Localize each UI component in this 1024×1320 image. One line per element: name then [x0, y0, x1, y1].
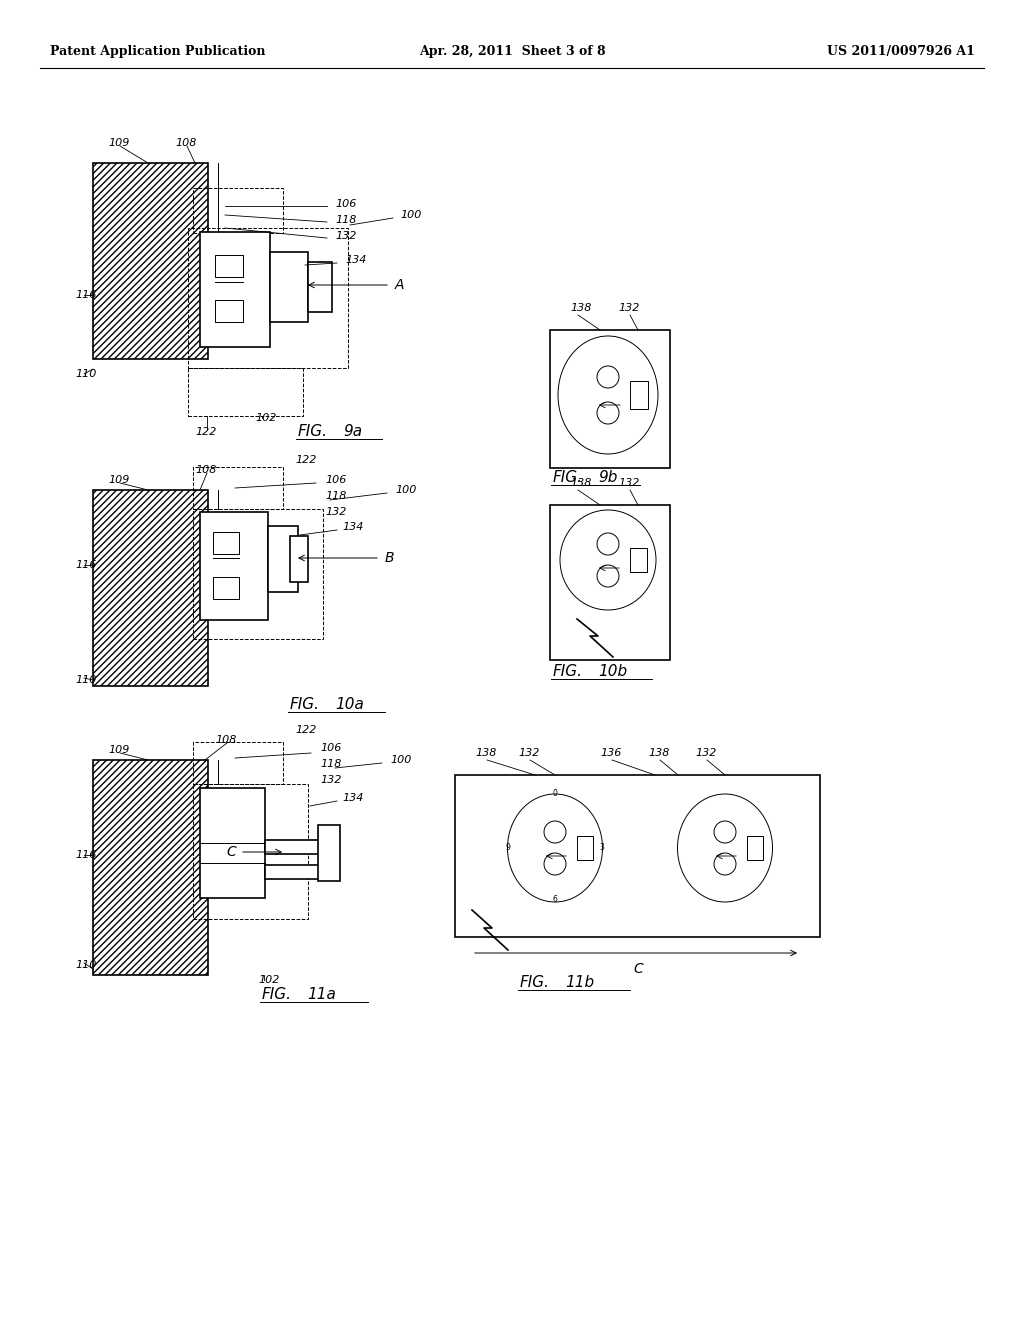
Text: 116: 116 — [75, 290, 96, 300]
Text: C: C — [226, 845, 236, 859]
Text: 9: 9 — [506, 843, 510, 853]
Bar — [193, 510, 323, 639]
Text: 108: 108 — [175, 139, 197, 148]
Bar — [193, 187, 283, 234]
Bar — [193, 467, 283, 510]
Bar — [188, 228, 348, 368]
Text: B: B — [385, 550, 394, 565]
Text: Patent Application Publication: Patent Application Publication — [50, 45, 265, 58]
Text: 0: 0 — [553, 788, 557, 797]
Text: 132: 132 — [695, 748, 717, 758]
Text: 9b: 9b — [598, 470, 617, 484]
Text: 116: 116 — [75, 850, 96, 861]
Text: 3: 3 — [600, 843, 604, 853]
Text: 109: 109 — [108, 139, 129, 148]
Text: 132: 132 — [618, 304, 639, 313]
Text: FIG.: FIG. — [290, 697, 319, 711]
Text: 132: 132 — [335, 231, 356, 242]
Text: 102: 102 — [258, 975, 280, 985]
Bar — [270, 252, 308, 322]
Text: 118: 118 — [325, 491, 346, 502]
Text: 110: 110 — [75, 370, 96, 379]
Text: 102: 102 — [255, 413, 276, 422]
Text: 10b: 10b — [598, 664, 627, 678]
Text: 138: 138 — [475, 748, 497, 758]
Bar — [308, 261, 332, 312]
Text: 10a: 10a — [335, 697, 364, 711]
Bar — [577, 836, 593, 861]
Bar — [200, 788, 265, 898]
Text: 136: 136 — [600, 748, 622, 758]
Bar — [550, 506, 670, 660]
Text: C: C — [633, 962, 643, 975]
Text: 106: 106 — [319, 743, 341, 752]
Text: 132: 132 — [319, 775, 341, 785]
Bar — [193, 784, 308, 919]
Text: 132: 132 — [325, 507, 346, 517]
Text: 134: 134 — [342, 793, 364, 803]
Text: 108: 108 — [215, 735, 237, 744]
Text: A: A — [395, 279, 404, 292]
Text: FIG.: FIG. — [553, 470, 583, 484]
Text: FIG.: FIG. — [298, 424, 328, 440]
Text: 106: 106 — [325, 475, 346, 484]
Text: 106: 106 — [335, 199, 356, 209]
Bar — [93, 162, 208, 359]
Bar — [188, 368, 303, 416]
Bar — [213, 577, 239, 599]
Text: 132: 132 — [618, 478, 639, 488]
Text: 11a: 11a — [307, 987, 336, 1002]
Bar — [268, 525, 298, 591]
Text: 109: 109 — [108, 475, 129, 484]
Bar — [193, 742, 283, 784]
Text: 110: 110 — [75, 675, 96, 685]
Bar — [200, 232, 270, 347]
Bar — [213, 532, 239, 554]
Text: US 2011/0097926 A1: US 2011/0097926 A1 — [827, 45, 975, 58]
Bar — [265, 840, 319, 854]
Text: 116: 116 — [75, 560, 96, 570]
Text: 108: 108 — [195, 465, 216, 475]
Text: 118: 118 — [319, 759, 341, 770]
Bar — [215, 255, 243, 277]
Text: 9a: 9a — [343, 424, 362, 440]
Text: 11b: 11b — [565, 975, 594, 990]
Text: 138: 138 — [648, 748, 670, 758]
Bar — [746, 836, 763, 861]
Text: FIG.: FIG. — [262, 987, 292, 1002]
Text: 118: 118 — [335, 215, 356, 224]
Bar — [318, 825, 340, 880]
Bar — [290, 536, 308, 582]
Text: 134: 134 — [345, 255, 367, 265]
Text: 100: 100 — [395, 484, 417, 495]
Text: 132: 132 — [518, 748, 540, 758]
Bar — [630, 548, 647, 572]
Text: 110: 110 — [75, 960, 96, 970]
Text: 138: 138 — [570, 304, 592, 313]
Text: Apr. 28, 2011  Sheet 3 of 8: Apr. 28, 2011 Sheet 3 of 8 — [419, 45, 605, 58]
Text: 122: 122 — [295, 725, 316, 735]
Bar — [630, 381, 648, 409]
Bar — [455, 775, 820, 937]
Text: 109: 109 — [108, 744, 129, 755]
Text: FIG.: FIG. — [553, 664, 583, 678]
Bar — [265, 865, 319, 879]
Bar — [550, 330, 670, 469]
Text: 134: 134 — [342, 521, 364, 532]
Text: 122: 122 — [195, 426, 216, 437]
Bar — [93, 490, 208, 686]
Bar — [93, 760, 208, 975]
Bar — [215, 300, 243, 322]
Text: 100: 100 — [390, 755, 412, 766]
Text: FIG.: FIG. — [520, 975, 550, 990]
Bar — [200, 512, 268, 620]
Text: 138: 138 — [570, 478, 592, 488]
Text: 122: 122 — [295, 455, 316, 465]
Text: 6: 6 — [553, 895, 557, 904]
Text: 100: 100 — [400, 210, 421, 220]
